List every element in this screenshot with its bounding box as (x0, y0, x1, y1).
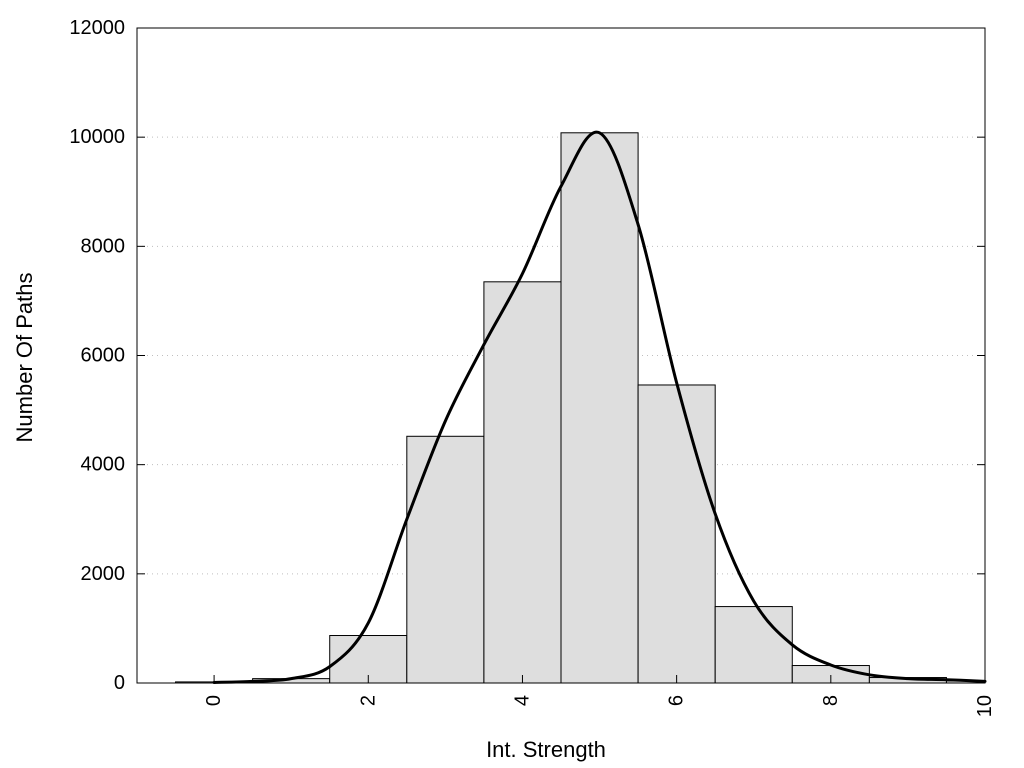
x-tick-label: 2 (357, 695, 379, 706)
y-axis-title: Number Of Paths (12, 273, 37, 443)
x-tick-label: 0 (203, 695, 225, 706)
x-tick-label: 4 (511, 695, 533, 706)
y-tick-label: 0 (114, 672, 125, 694)
histogram-bars (175, 132, 986, 684)
y-tick-label: 8000 (81, 235, 126, 257)
histogram-bar (483, 281, 562, 684)
x-tick-label: 6 (666, 695, 688, 706)
y-tick-label: 2000 (81, 563, 126, 585)
x-axis-ticks: 0 2 4 6 8 10 (203, 675, 996, 717)
histogram-bar (714, 606, 793, 684)
y-tick-label: 4000 (81, 454, 126, 476)
y-tick-label: 10000 (69, 126, 125, 148)
density-curve (212, 130, 987, 684)
x-tick-label: 10 (974, 695, 996, 717)
histogram-bar (637, 384, 716, 684)
y-tick-label: 12000 (69, 17, 125, 39)
x-axis-title: Int. Strength (486, 737, 606, 762)
histogram-bar (406, 435, 485, 684)
y-axis-ticks: 0 2000 4000 6000 8000 10000 12000 (69, 17, 985, 694)
y-tick-label: 6000 (81, 345, 126, 367)
x-tick-label: 8 (820, 695, 842, 706)
histogram-bar (560, 132, 639, 684)
